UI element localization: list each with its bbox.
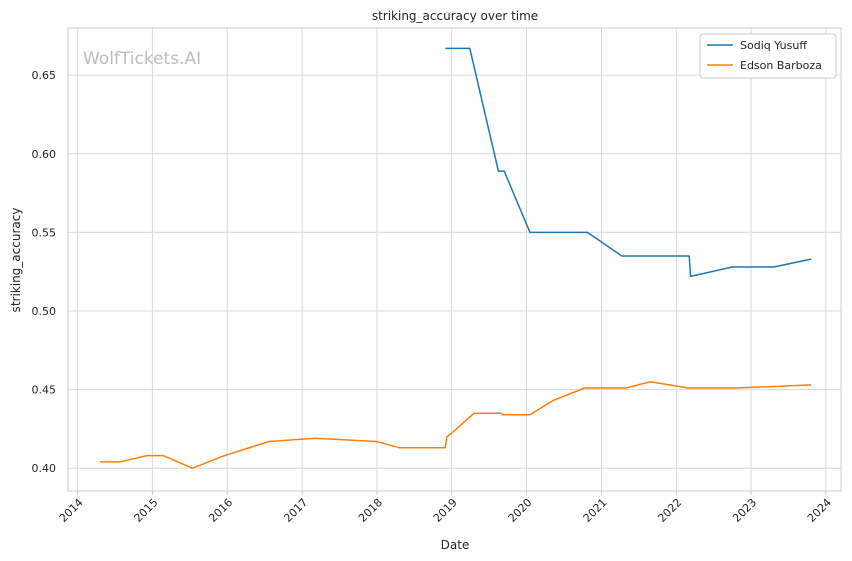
x-tick-label: 2016 [206,496,235,525]
x-tick-label: 2023 [730,496,759,525]
y-tick-label: 0.40 [32,462,57,475]
grid [68,28,841,495]
x-tick-label: 2021 [581,496,610,525]
y-tick-label: 0.65 [32,69,57,82]
y-tick-label: 0.45 [32,384,57,397]
plot-border [67,27,842,492]
series-line-edson-barboza [99,380,812,469]
x-tick-label: 2019 [431,496,460,525]
watermark: WolfTickets.AI [83,49,201,69]
x-tick-label: 2017 [281,496,310,525]
legend-box [699,33,837,79]
plot-frame [67,27,842,492]
y-tick-labels: 0.40 0.45 0.50 0.55 0.60 0.65 [32,69,57,475]
legend: Sodiq Yusuff Edson Barboza [699,33,837,79]
y-tick-label: 0.50 [32,305,57,318]
plot-area [68,28,841,491]
x-axis-label: Date [441,538,470,552]
series-line-sodiq-yusuff [445,47,812,278]
legend-label-edson-barboza: Edson Barboza [740,59,822,72]
x-tick-labels: 2014 2015 2016 2017 2018 2019 2020 2021 2022 2023… [57,496,834,525]
y-axis-label: striking_accuracy [9,208,23,313]
x-tick-label: 2018 [356,496,385,525]
series-layer [99,47,812,469]
y-tick-label: 0.60 [32,148,57,161]
chart-title: striking_accuracy over time [372,9,538,23]
x-tick-label: 2015 [132,496,161,525]
x-tick-label: 2020 [506,496,535,525]
x-tick-label: 2022 [655,496,684,525]
x-tick-label: 2014 [57,496,86,525]
x-tick-label: 2024 [805,496,834,525]
legend-label-sodiq-yusuff: Sodiq Yusuff [740,39,807,52]
y-tick-label: 0.55 [32,226,57,239]
